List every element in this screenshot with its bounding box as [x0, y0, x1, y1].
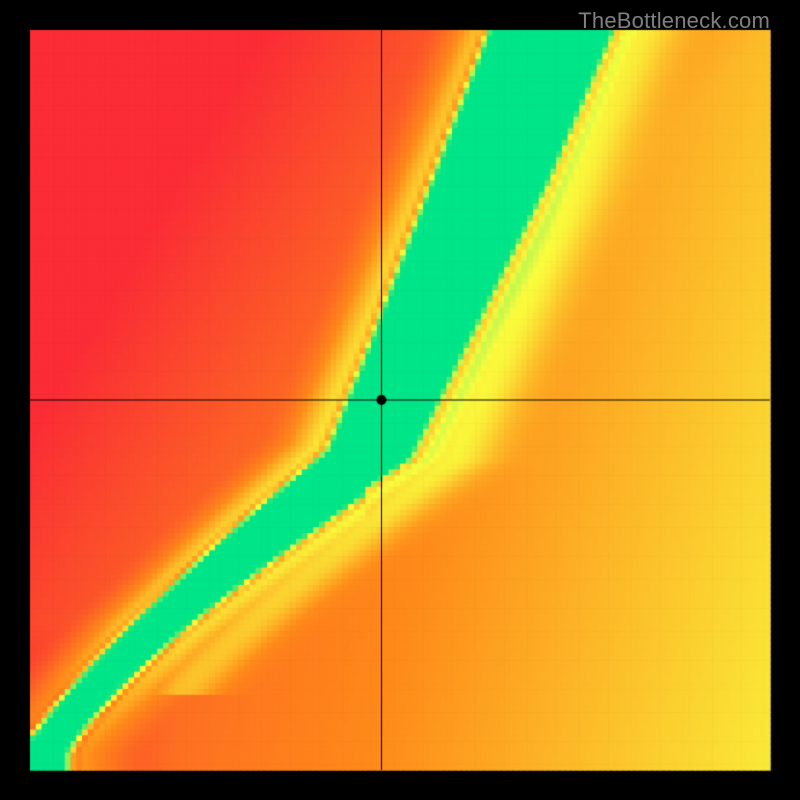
bottleneck-heatmap [0, 0, 800, 800]
watermark-text: TheBottleneck.com [578, 8, 770, 34]
chart-container: TheBottleneck.com [0, 0, 800, 800]
